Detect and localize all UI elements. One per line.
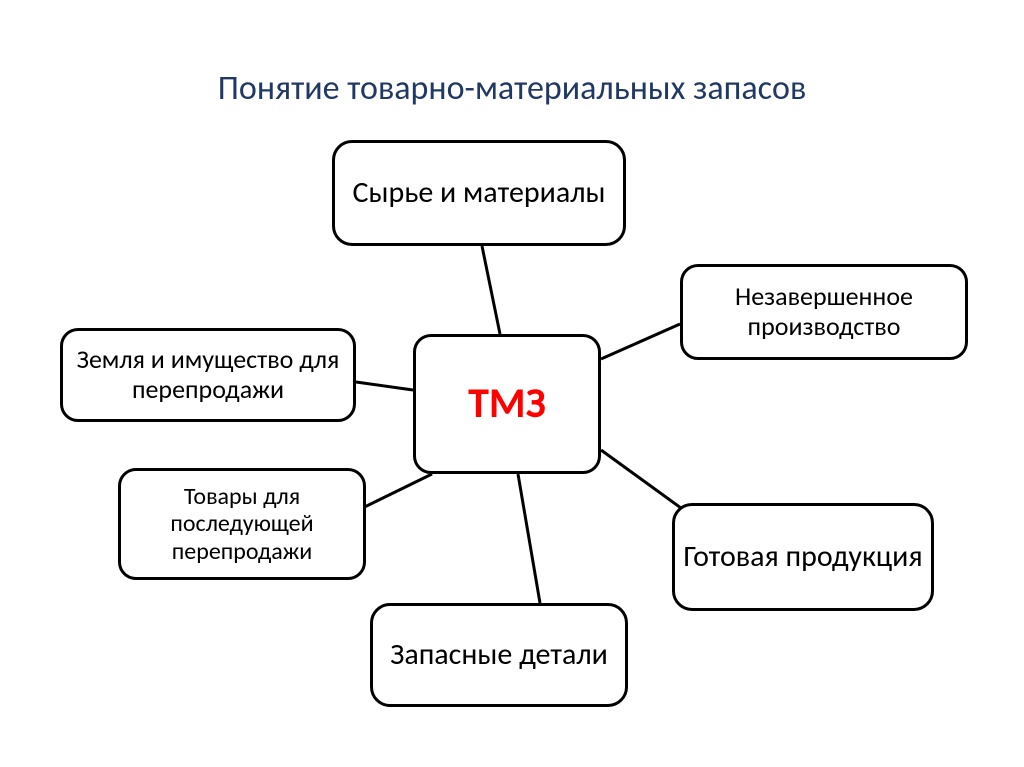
node-spare-label: Запасные детали [390,638,608,673]
edge-tmz-wip [601,324,680,359]
edge-tmz-raw [482,246,500,334]
node-goods: Товары для последующей перепродажи [118,468,366,580]
diagram-title: Понятие товарно-материальных запасов [0,68,1024,109]
node-raw: Сырье и материалы [332,140,626,246]
node-land: Земля и имущество для перепродажи [60,328,356,422]
node-tmz-label: ТМЗ [468,380,546,428]
node-land-label: Земля и имущество для перепродажи [63,345,353,405]
edge-tmz-land [356,382,413,390]
node-spare: Запасные детали [370,603,628,707]
node-wip-label: Незавершенное производство [683,282,965,342]
edge-tmz-spare [518,474,540,603]
node-goods-label: Товары для последующей перепродажи [121,483,363,566]
node-finished-label: Готовая продукция [683,540,922,575]
edge-tmz-finished [601,450,692,516]
node-tmz: ТМЗ [413,334,601,474]
node-raw-label: Сырье и материалы [352,176,605,211]
diagram-canvas: Понятие товарно-материальных запасов ТМЗ… [0,0,1024,767]
node-finished: Готовая продукция [672,503,934,611]
node-wip: Незавершенное производство [680,264,968,360]
